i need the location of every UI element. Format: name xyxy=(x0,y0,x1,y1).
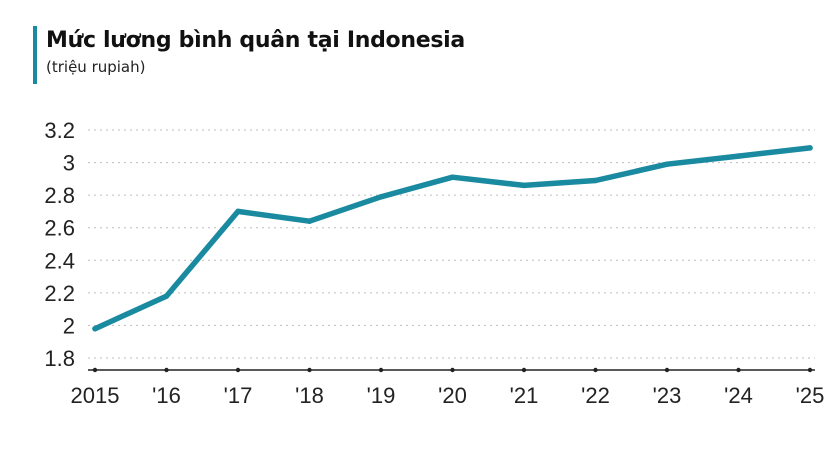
y-tick-label: 2.4 xyxy=(44,248,75,273)
chart-title: Mức lương bình quân tại Indonesia xyxy=(46,28,465,53)
x-tick-mark xyxy=(307,367,312,373)
series-group xyxy=(92,145,813,332)
x-tick-label: '22 xyxy=(581,383,610,408)
x-tick-mark xyxy=(593,367,598,373)
x-tick-mark xyxy=(664,367,670,373)
x-tick-label: '24 xyxy=(724,383,753,408)
chart-subtitle: (triệu rupiah) xyxy=(46,58,146,76)
data-point xyxy=(735,153,742,159)
x-tick-mark xyxy=(450,367,455,373)
x-tick-mark xyxy=(92,367,98,373)
data-point xyxy=(664,161,670,167)
y-tick-label: 2.6 xyxy=(44,216,75,241)
data-point xyxy=(306,218,313,224)
y-tick-label: 3.2 xyxy=(44,118,75,143)
y-tick-label: 1.8 xyxy=(44,346,75,371)
title-block: Mức lương bình quân tại Indonesia (triệu… xyxy=(33,26,465,84)
x-tick-label: '18 xyxy=(295,383,324,408)
x-tick-mark xyxy=(235,367,241,373)
x-tick-label: '21 xyxy=(510,383,539,408)
data-point xyxy=(235,208,241,215)
x-tick-label: '25 xyxy=(796,383,825,408)
x-tick-label: 2015 xyxy=(71,383,120,408)
data-point xyxy=(378,194,384,200)
x-tick-label: '20 xyxy=(438,383,467,408)
x-tick-label: '16 xyxy=(152,383,181,408)
data-point xyxy=(592,177,599,184)
data-point xyxy=(521,182,527,189)
data-point xyxy=(163,293,170,299)
y-axis-ticks: 1.8 2 2.2 2.4 2.6 2.8 3 3.2 xyxy=(44,118,75,371)
y-tick-label: 2.2 xyxy=(44,281,75,306)
x-tick-label: '19 xyxy=(367,383,396,408)
data-point xyxy=(449,174,456,180)
y-tick-label: 2 xyxy=(63,313,75,338)
y-tick-label: 2.8 xyxy=(44,183,75,208)
x-tick-label: '23 xyxy=(653,383,682,408)
data-point xyxy=(92,325,98,332)
x-axis: 2015 '16 '17 '18 '19 '20 '21 '22 '23 '24 '25 xyxy=(71,367,825,408)
x-tick-mark xyxy=(164,367,169,373)
y-tick-label: 3 xyxy=(63,151,75,176)
grid-lines xyxy=(88,129,815,359)
x-tick-mark xyxy=(736,367,741,373)
x-tick-label: '17 xyxy=(224,383,253,408)
x-tick-mark xyxy=(521,367,527,373)
x-tick-mark xyxy=(807,367,813,373)
data-point xyxy=(807,145,813,151)
x-tick-mark xyxy=(378,367,384,373)
